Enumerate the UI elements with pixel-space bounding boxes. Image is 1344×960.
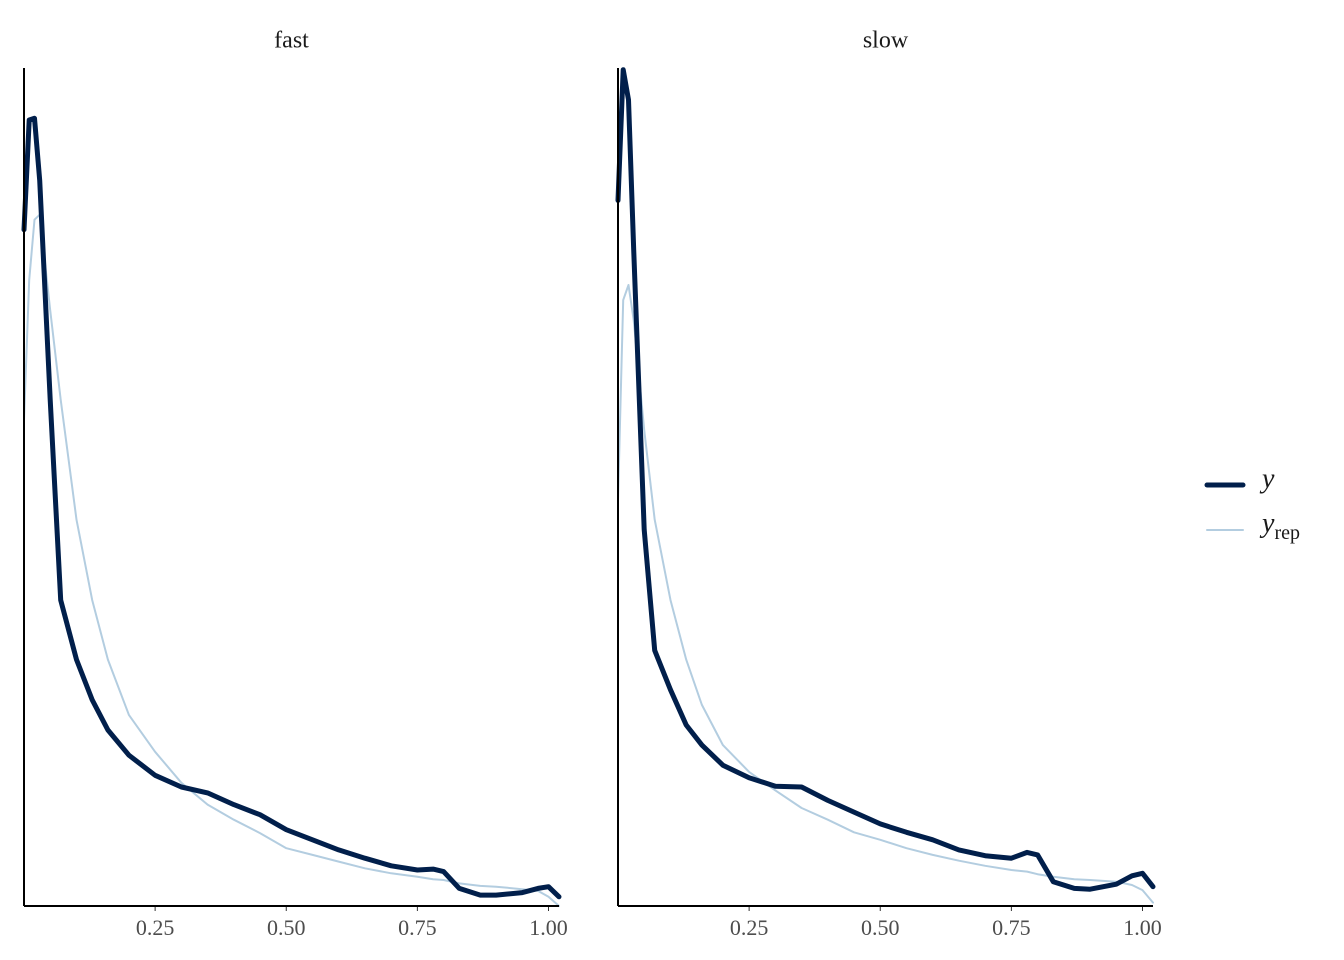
- density-line: [617, 284, 1154, 904]
- x-tick-label: 0.50: [861, 915, 900, 940]
- x-tick-label: 0.75: [992, 915, 1031, 940]
- legend-label-sub: rep: [1274, 522, 1300, 544]
- density-line: [615, 67, 1156, 892]
- x-tick-label: 0.75: [398, 915, 437, 940]
- legend-label: y: [1259, 463, 1275, 494]
- x-tick-label: 0.50: [267, 915, 306, 940]
- legend-label-main: y: [1259, 508, 1275, 539]
- x-tick-label: 0.25: [136, 915, 175, 940]
- panel-title: fast: [274, 28, 309, 54]
- legend-label: yrep: [1259, 508, 1300, 543]
- panel-title: slow: [863, 28, 909, 54]
- x-tick-label: 0.25: [730, 915, 769, 940]
- x-tick-label: 1.00: [1123, 915, 1162, 940]
- density-line: [21, 115, 562, 900]
- x-tick-label: 1.00: [529, 915, 568, 940]
- density-line: [23, 213, 560, 907]
